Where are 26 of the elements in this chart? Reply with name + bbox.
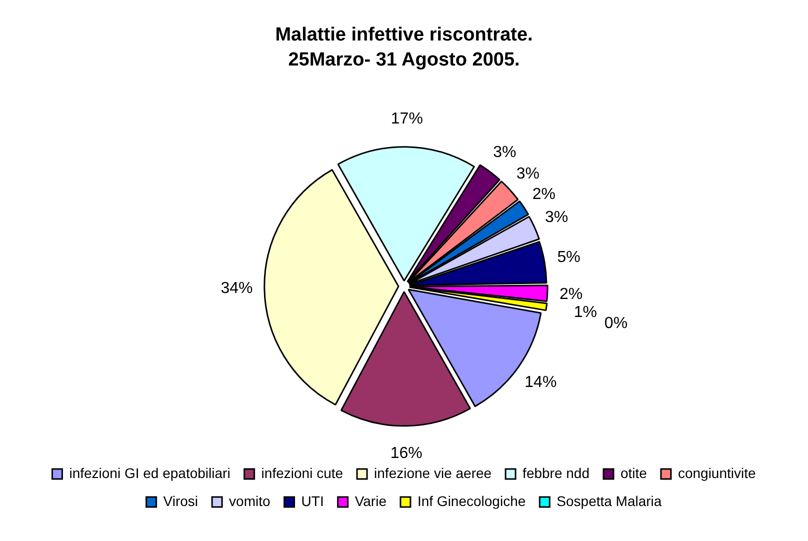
data-label: 34% [220, 280, 253, 298]
legend-label: infezione vie aeree [374, 464, 492, 481]
data-label: 2% [532, 186, 556, 204]
data-label: 2% [559, 286, 583, 303]
data-label: 17% [390, 110, 423, 128]
legend-label: infezioni GI ed epatobiliari [69, 464, 230, 481]
data-label: 1% [574, 304, 597, 321]
legend-label: Varie [354, 492, 387, 509]
legend-label: febbre ndd [522, 464, 590, 481]
data-label: 16% [390, 444, 422, 462]
text: 0% [604, 315, 628, 332]
legend-label: Sospetta Malaria [556, 492, 662, 509]
legend-label: Virosi [163, 492, 198, 509]
legend-label: infezioni cute [261, 464, 344, 481]
legend-label: otite [620, 464, 648, 481]
data-label: 14% [524, 374, 557, 392]
legend-label: congiuntivite [678, 464, 756, 481]
legend-label: UTI [301, 492, 324, 509]
data-label: 3% [493, 144, 516, 162]
data-label: 3% [516, 165, 540, 182]
chart-title: Malattie infettive riscontrate. [275, 24, 533, 46]
legend-label: Inf Ginecologiche [417, 492, 526, 509]
data-label: 3% [544, 209, 568, 226]
legend-label: vomito [229, 492, 270, 509]
chart-subtitle: 25Marzo- 31 Agosto 2005. [288, 49, 520, 70]
data-label: 5% [557, 249, 580, 266]
